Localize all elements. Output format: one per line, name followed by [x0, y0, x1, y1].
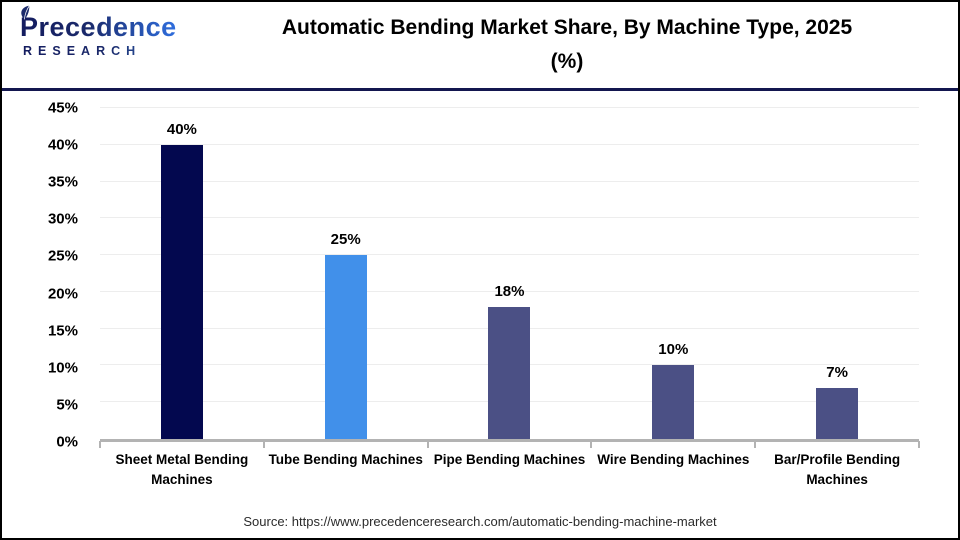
plot-area: 40% 25% 18% 10% 7%: [99, 107, 920, 448]
bar: [652, 365, 695, 439]
bar-value-label: 18%: [494, 282, 525, 300]
category-label: Sheet Metal Bending Machines: [115, 452, 249, 487]
x-axis-tick: [918, 441, 920, 448]
y-axis: 0% 5% 10% 15% 20% 25% 30% 35% 40% 45%: [2, 100, 90, 451]
x-axis-tick: [262, 441, 265, 448]
bar-column: 25%: [264, 108, 428, 439]
y-tick-label: 40%: [47, 136, 78, 154]
bar: [816, 387, 859, 439]
bar-column: 40%: [100, 108, 264, 439]
gridline: [100, 290, 919, 292]
bar: [160, 144, 203, 439]
x-axis-tick: [754, 441, 757, 448]
x-axis-tick: [426, 441, 429, 448]
gridline: [100, 217, 919, 219]
bar-value-label: 10%: [658, 341, 689, 359]
logo-text-research: RESEARCH: [18, 44, 218, 58]
gridline: [100, 143, 919, 145]
bar-column: 10%: [591, 108, 755, 439]
x-axis-tick: [99, 441, 101, 448]
bar-column: 18%: [428, 108, 592, 439]
chart-title: Automatic Bending Market Share, By Machi…: [281, 16, 853, 73]
title-wrap: Automatic Bending Market Share, By Machi…: [202, 2, 932, 88]
bar-column: 7%: [755, 108, 919, 439]
gridline: [100, 180, 919, 182]
bar-value-label: 25%: [330, 231, 361, 249]
bar-value-label: 40%: [166, 120, 197, 138]
y-tick-label: 45%: [47, 99, 78, 117]
y-tick-label: 30%: [47, 210, 78, 228]
category-label: Tube Bending Machines: [268, 452, 423, 467]
y-tick-label: 35%: [47, 173, 78, 191]
bar: [488, 306, 531, 439]
precedence-research-logo: Precedence RESEARCH: [18, 5, 218, 58]
y-tick-label: 15%: [47, 322, 78, 340]
y-tick-label: 10%: [47, 359, 78, 377]
y-tick-label: 25%: [47, 247, 78, 265]
category-label: Wire Bending Machines: [597, 452, 750, 467]
header: Precedence RESEARCH Automatic Bending Ma…: [2, 2, 958, 88]
leaf-icon: [21, 5, 30, 20]
logo-wordmark: Precedence: [18, 5, 218, 43]
y-tick-label: 20%: [47, 285, 78, 303]
bar-value-label: 7%: [826, 363, 848, 381]
x-axis-labels: Sheet Metal Bending Machines Tube Bending…: [100, 450, 919, 489]
bar-columns: 40% 25% 18% 10% 7%: [100, 108, 919, 439]
logo-text-precedence: Precedence: [20, 12, 177, 42]
header-divider: [2, 88, 958, 91]
y-tick-label: 0%: [56, 433, 78, 451]
bar: [324, 255, 367, 439]
gridline: [100, 107, 919, 108]
y-tick-label: 5%: [56, 396, 78, 414]
category-label: Bar/Profile Bending Machines: [774, 452, 901, 487]
source-text: Source: https://www.precedenceresearch.c…: [243, 514, 717, 529]
category-label: Pipe Bending Machines: [433, 452, 586, 467]
gridline: [100, 254, 919, 256]
x-axis-tick: [590, 441, 593, 448]
